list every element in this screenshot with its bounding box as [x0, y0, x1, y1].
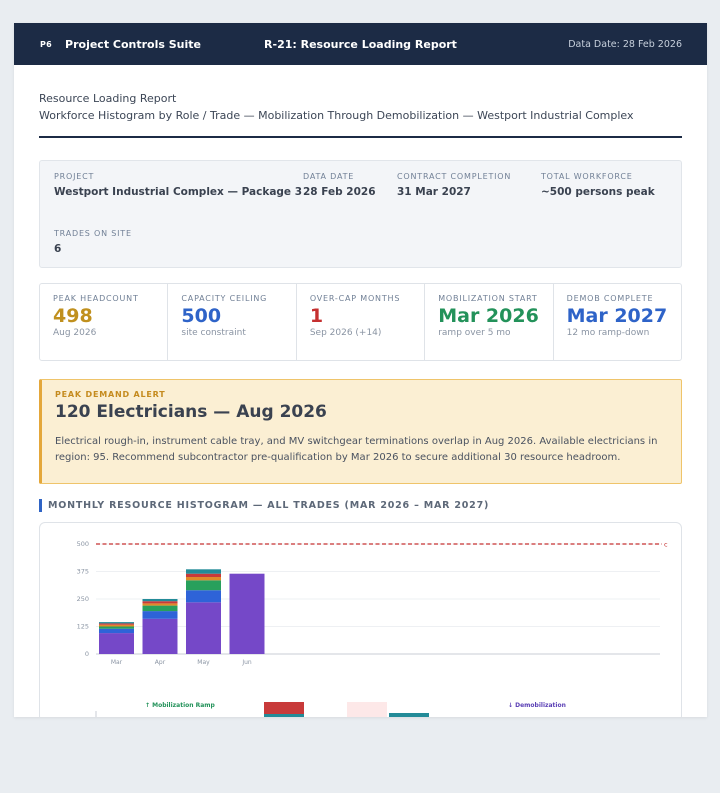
- histogram-bar-segment: [142, 601, 178, 604]
- demobilization-annotation: ↓ Demobilization: [508, 702, 566, 709]
- kpi-label: PEAK HEADCOUNT: [53, 294, 139, 303]
- histogram-bar-segment: [229, 573, 265, 654]
- histogram-chart-card: 0 125 250 375 500 c Mar Apr May Jun ↑ Mobilizatio…: [39, 522, 682, 717]
- histogram-bar-segment: [142, 605, 178, 612]
- kpi-capacity-ceiling: CAPACITY CEILING 500 site constraint: [168, 284, 297, 360]
- histogram-bar-segment: [142, 599, 178, 602]
- alert-label: PEAK DEMAND ALERT: [55, 390, 166, 399]
- kpi-sub: site constraint: [181, 328, 246, 338]
- histogram-bar-segment: [186, 577, 221, 581]
- title-divider: [39, 136, 682, 138]
- over-cap-highlight: [347, 702, 387, 717]
- y-tick-label: 0: [85, 650, 89, 658]
- y-tick-label: 250: [77, 595, 89, 603]
- mobilization-annotation: ↑ Mobilization Ramp: [145, 702, 216, 709]
- histogram-bar-segment: [99, 624, 134, 627]
- histogram-bar-segment: [186, 602, 221, 654]
- kpi-sub: Sep 2026 (+14): [309, 328, 382, 338]
- kpi-value: 1: [309, 305, 324, 327]
- histogram-bar-segment: [99, 622, 134, 624]
- kpi-label: MOBILIZATION START: [438, 294, 538, 303]
- histogram-bar-segment: [99, 623, 134, 625]
- project-info-panel: PROJECT Westport Industrial Complex — Pa…: [39, 160, 682, 268]
- histogram-bar-segment: [186, 590, 221, 603]
- kpi-sub: Aug 2026: [53, 328, 97, 338]
- info-value: Westport Industrial Complex — Package 3: [54, 186, 303, 198]
- info-label: DATA DATE: [303, 172, 355, 181]
- kpi-mobilization-start: MOBILIZATION START Mar 2026 ramp over 5 …: [425, 284, 554, 360]
- lower-chart-bar-segment: [264, 702, 304, 714]
- kpi-label: OVER-CAP MONTHS: [309, 294, 401, 303]
- kpi-peak-headcount: PEAK HEADCOUNT 498 Aug 2026: [40, 284, 169, 360]
- header-data-date: Data Date: 28 Feb 2026: [568, 38, 682, 50]
- info-value: ~500 persons peak: [541, 186, 655, 198]
- kpi-value: Mar 2026: [438, 305, 539, 327]
- x-tick-label: Mar: [111, 659, 123, 666]
- suite-name[interactable]: Project Controls Suite: [65, 37, 202, 51]
- peak-demand-alert: PEAK DEMAND ALERT 120 Electricians — Aug…: [39, 379, 682, 484]
- lower-chart-bar-segment: [389, 713, 429, 717]
- alert-text: Electrical rough-in, instrument cable tr…: [55, 436, 658, 463]
- kpi-row: PEAK HEADCOUNT 498 Aug 2026 CAPACITY CEI…: [39, 283, 682, 361]
- report-window: P6 Project Controls Suite R-21: Resource…: [14, 23, 707, 717]
- info-contract-completion: CONTRACT COMPLETION 31 Mar 2027: [397, 172, 511, 198]
- x-tick-label: Jun: [241, 659, 252, 666]
- document-subtitle: Workforce Histogram by Role / Trade — Mo…: [39, 109, 634, 122]
- lower-chart-bar-segment: [264, 714, 304, 717]
- x-tick-label: Apr: [155, 659, 166, 666]
- resource-histogram-chart: 0 125 250 375 500 c Mar Apr May Jun ↑ Mobilizatio…: [77, 540, 668, 717]
- histogram-bar-segment: [99, 628, 134, 634]
- kpi-sub: ramp over 5 mo: [438, 328, 511, 338]
- x-tick-label: May: [197, 659, 210, 666]
- histogram-section-title: MONTHLY RESOURCE HISTOGRAM — ALL TRADES …: [39, 499, 682, 512]
- kpi-label: CAPACITY CEILING: [181, 294, 268, 303]
- kpi-sub: 12 mo ramp-down: [566, 328, 650, 338]
- info-label: CONTRACT COMPLETION: [397, 172, 512, 181]
- app-header: P6 Project Controls Suite R-21: Resource…: [14, 23, 707, 65]
- info-total-workforce: TOTAL WORKFORCE ~500 persons peak: [541, 172, 655, 198]
- histogram-bar-segment: [186, 569, 221, 574]
- y-tick-label: 125: [77, 623, 89, 631]
- app-logo: P6: [40, 39, 53, 49]
- kpi-over-cap-months: OVER-CAP MONTHS 1 Sep 2026 (+14): [297, 284, 426, 360]
- info-value: 28 Feb 2026: [303, 186, 376, 198]
- histogram-bar-segment: [186, 573, 221, 577]
- kpi-demob-complete: DEMOB COMPLETE Mar 2027 12 mo ramp-down: [554, 284, 681, 360]
- kpi-value: Mar 2027: [566, 305, 668, 327]
- kpi-label: DEMOB COMPLETE: [566, 294, 654, 303]
- info-project: PROJECT Westport Industrial Complex — Pa…: [54, 172, 302, 198]
- histogram-bar-segment: [142, 611, 178, 619]
- kpi-value: 500: [181, 305, 222, 327]
- y-tick-label: 375: [77, 568, 89, 576]
- info-label: TRADES ON SITE: [54, 229, 132, 238]
- y-tick-label: 500: [77, 540, 89, 548]
- histogram-bar-segment: [99, 633, 134, 654]
- info-value: 31 Mar 2027: [397, 186, 471, 198]
- info-value: 6: [54, 243, 62, 255]
- info-label: PROJECT: [54, 172, 95, 181]
- histogram-bar-segment: [186, 580, 221, 591]
- info-trades-on-site: TRADES ON SITE 6: [54, 229, 132, 255]
- document-title: Resource Loading Report: [39, 92, 177, 105]
- histogram-bar-segment: [142, 618, 178, 654]
- report-content: Resource Loading Report Workforce Histog…: [14, 92, 707, 717]
- capacity-line-label: c: [664, 541, 668, 549]
- info-label: TOTAL WORKFORCE: [541, 172, 633, 181]
- kpi-value: 498: [53, 305, 93, 327]
- alert-title: 120 Electricians — Aug 2026: [55, 402, 327, 422]
- info-data-date: DATA DATE 28 Feb 2026: [303, 172, 376, 198]
- histogram-bar-segment: [142, 603, 178, 606]
- histogram-bar-segment: [99, 626, 134, 629]
